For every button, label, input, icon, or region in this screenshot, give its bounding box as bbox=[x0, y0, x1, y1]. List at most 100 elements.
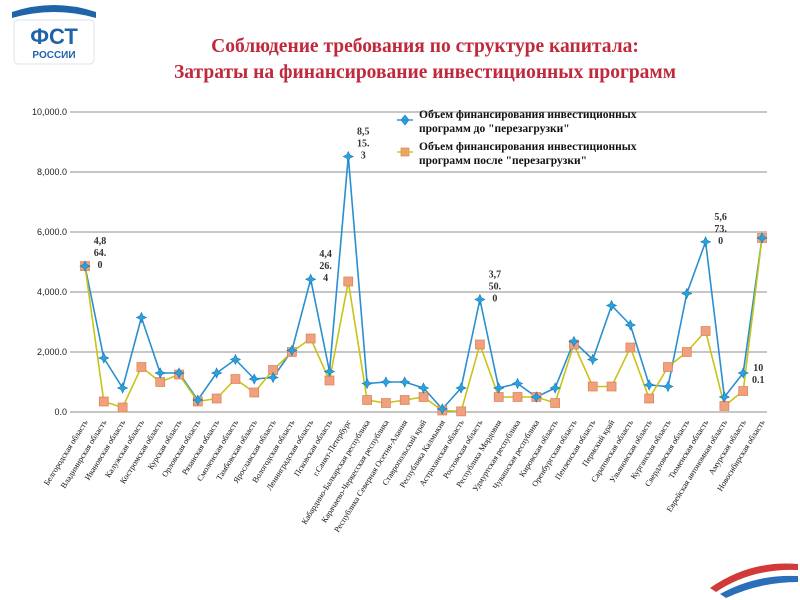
line-layer bbox=[84, 155, 763, 413]
series-1-point bbox=[267, 371, 279, 384]
series-1-point bbox=[173, 367, 185, 379]
logo-text-bottom: РОССИИ bbox=[32, 50, 75, 61]
swoosh-red bbox=[710, 563, 798, 592]
data-label: 10 bbox=[753, 363, 763, 374]
series-2-point bbox=[625, 342, 636, 353]
series-2-point bbox=[305, 333, 316, 344]
y-tick-label: 8,000.0 bbox=[37, 167, 67, 177]
legend-label-2: Объем финансирования инвестиционных bbox=[419, 141, 637, 153]
series-1-point bbox=[699, 236, 712, 248]
series-1-point bbox=[643, 379, 655, 391]
data-label: 8,5 bbox=[357, 127, 370, 138]
series-2-point bbox=[738, 386, 749, 396]
series-line-1 bbox=[84, 155, 763, 410]
series-1-point bbox=[530, 391, 543, 403]
series-1-point bbox=[681, 287, 693, 300]
y-tick-label: 6,000.0 bbox=[37, 227, 67, 237]
series-1-point bbox=[229, 353, 242, 366]
legend-label-1: программ до "перезагрузки" bbox=[419, 123, 570, 135]
data-label: 0 bbox=[98, 260, 103, 271]
series-1-point bbox=[304, 273, 317, 285]
legend: Объем финансирования инвестиционных прогр… bbox=[397, 109, 637, 167]
logo-box bbox=[13, 19, 95, 65]
data-label: 64. bbox=[94, 248, 107, 259]
logo-text-top: ФСТ bbox=[30, 24, 78, 49]
data-label: 50. bbox=[489, 282, 502, 293]
logo-arc bbox=[12, 5, 96, 18]
series-1-point bbox=[455, 382, 467, 394]
series-2-point bbox=[606, 381, 617, 392]
series-1-point bbox=[587, 353, 599, 366]
series-1-point bbox=[398, 376, 411, 388]
y-tick-label: 2,000.0 bbox=[37, 347, 67, 357]
title-line-1: Соблюдение требования по структуре капит… bbox=[211, 36, 639, 57]
marker-layer bbox=[79, 150, 768, 417]
series-2-point bbox=[98, 396, 109, 407]
swoosh-blue bbox=[720, 575, 798, 598]
y-tick-label: 10,000.0 bbox=[32, 107, 67, 117]
grid-layer bbox=[70, 111, 767, 413]
series-2-point bbox=[362, 395, 372, 405]
legend-label-2: программ после "перезагрузки" bbox=[419, 155, 587, 167]
series-2-point bbox=[456, 406, 466, 417]
series-1-point bbox=[605, 299, 618, 312]
series-1-point bbox=[624, 319, 637, 331]
series-1-point bbox=[549, 382, 561, 394]
series-2-point bbox=[644, 393, 655, 404]
series-2-point bbox=[399, 395, 410, 405]
data-label: 15. bbox=[357, 139, 370, 150]
series-1-point bbox=[361, 377, 373, 390]
series-2-point bbox=[550, 398, 560, 408]
data-label: 4,8 bbox=[94, 236, 107, 247]
data-label: 0 bbox=[718, 236, 723, 247]
series-2-point bbox=[117, 402, 128, 413]
data-label: 73. bbox=[714, 224, 727, 235]
title-line-2: Затраты на финансирование инвестиционных… bbox=[174, 62, 676, 83]
data-label: 0 bbox=[492, 294, 497, 305]
series-1-point bbox=[192, 394, 204, 406]
series-1-point bbox=[474, 293, 486, 306]
series-2-point bbox=[418, 392, 429, 402]
fst-russia-logo: ФСТ РОССИИ bbox=[12, 5, 96, 65]
corner-decoration bbox=[710, 563, 798, 598]
series-1-point bbox=[323, 365, 336, 378]
y-tick-label: 0.0 bbox=[54, 407, 67, 417]
series-2-point bbox=[155, 377, 166, 387]
data-label: 5,6 bbox=[714, 212, 727, 223]
series-2-point bbox=[343, 276, 354, 287]
series-2-point bbox=[324, 375, 335, 386]
data-label: 4 bbox=[323, 273, 328, 284]
data-label: 3,7 bbox=[489, 270, 502, 281]
data-label: 26. bbox=[319, 261, 332, 272]
series-2-point bbox=[700, 326, 711, 336]
series-1-point bbox=[756, 232, 768, 244]
series-2-point bbox=[719, 401, 730, 411]
series-1-point bbox=[493, 382, 505, 394]
series-1-point bbox=[79, 260, 91, 272]
series-1-point bbox=[568, 335, 580, 348]
series-1-point bbox=[286, 344, 298, 357]
series-1-point bbox=[135, 311, 148, 324]
series-1-point bbox=[154, 367, 166, 379]
page-title: Соблюдение требования по структуре капит… bbox=[100, 34, 750, 86]
series-2-point bbox=[136, 362, 147, 372]
series-1-point bbox=[737, 367, 749, 379]
series-1-point bbox=[718, 391, 731, 403]
series-2-point bbox=[211, 393, 222, 404]
y-tick-label: 4,000.0 bbox=[37, 287, 67, 297]
series-2-point bbox=[249, 387, 260, 398]
series-1-point bbox=[380, 376, 392, 388]
series-1-point bbox=[662, 380, 674, 393]
series-2-point bbox=[587, 381, 598, 392]
series-1-point bbox=[116, 382, 129, 394]
series-1-point bbox=[436, 403, 449, 415]
series-1-point bbox=[210, 367, 223, 379]
data-label: 0.1 bbox=[752, 375, 765, 386]
series-2-point bbox=[381, 398, 391, 408]
series-2-point bbox=[681, 347, 692, 357]
series-2-point bbox=[230, 374, 241, 384]
series-1-point bbox=[511, 377, 524, 390]
series-2-point bbox=[663, 362, 673, 372]
